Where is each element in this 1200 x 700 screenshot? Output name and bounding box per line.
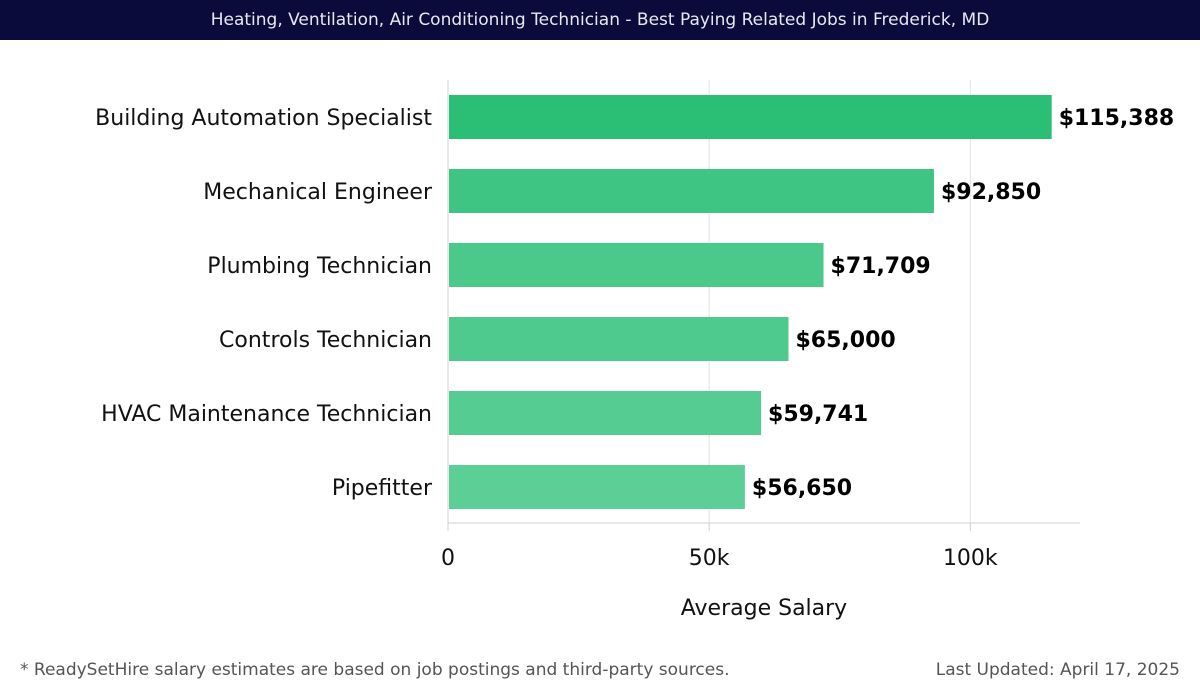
category-label: HVAC Maintenance Technician xyxy=(101,402,432,427)
x-tick-label: 100k xyxy=(943,546,998,571)
value-label: $59,741 xyxy=(768,402,868,427)
footnote: * ReadySetHire salary estimates are base… xyxy=(20,660,730,680)
category-label: Controls Technician xyxy=(219,328,432,353)
category-label: Pipefitter xyxy=(332,476,433,501)
chart-title: Heating, Ventilation, Air Conditioning T… xyxy=(0,0,1200,40)
value-label: $65,000 xyxy=(796,328,896,353)
bar[interactable] xyxy=(449,317,789,361)
value-label: $56,650 xyxy=(752,476,852,501)
value-label: $115,388 xyxy=(1059,106,1175,131)
category-label: Mechanical Engineer xyxy=(203,180,433,205)
bar[interactable] xyxy=(449,465,745,509)
bar[interactable] xyxy=(449,391,762,435)
bar[interactable] xyxy=(449,169,934,213)
value-label: $71,709 xyxy=(831,254,931,279)
bar[interactable] xyxy=(449,95,1052,139)
category-label: Building Automation Specialist xyxy=(95,106,432,131)
last-updated: Last Updated: April 17, 2025 xyxy=(935,660,1180,680)
category-label: Plumbing Technician xyxy=(207,254,432,279)
x-tick-label: 0 xyxy=(441,546,455,571)
bar[interactable] xyxy=(449,243,824,287)
value-label: $92,850 xyxy=(941,180,1041,205)
x-axis-title: Average Salary xyxy=(681,596,847,621)
x-tick-label: 50k xyxy=(689,546,730,571)
